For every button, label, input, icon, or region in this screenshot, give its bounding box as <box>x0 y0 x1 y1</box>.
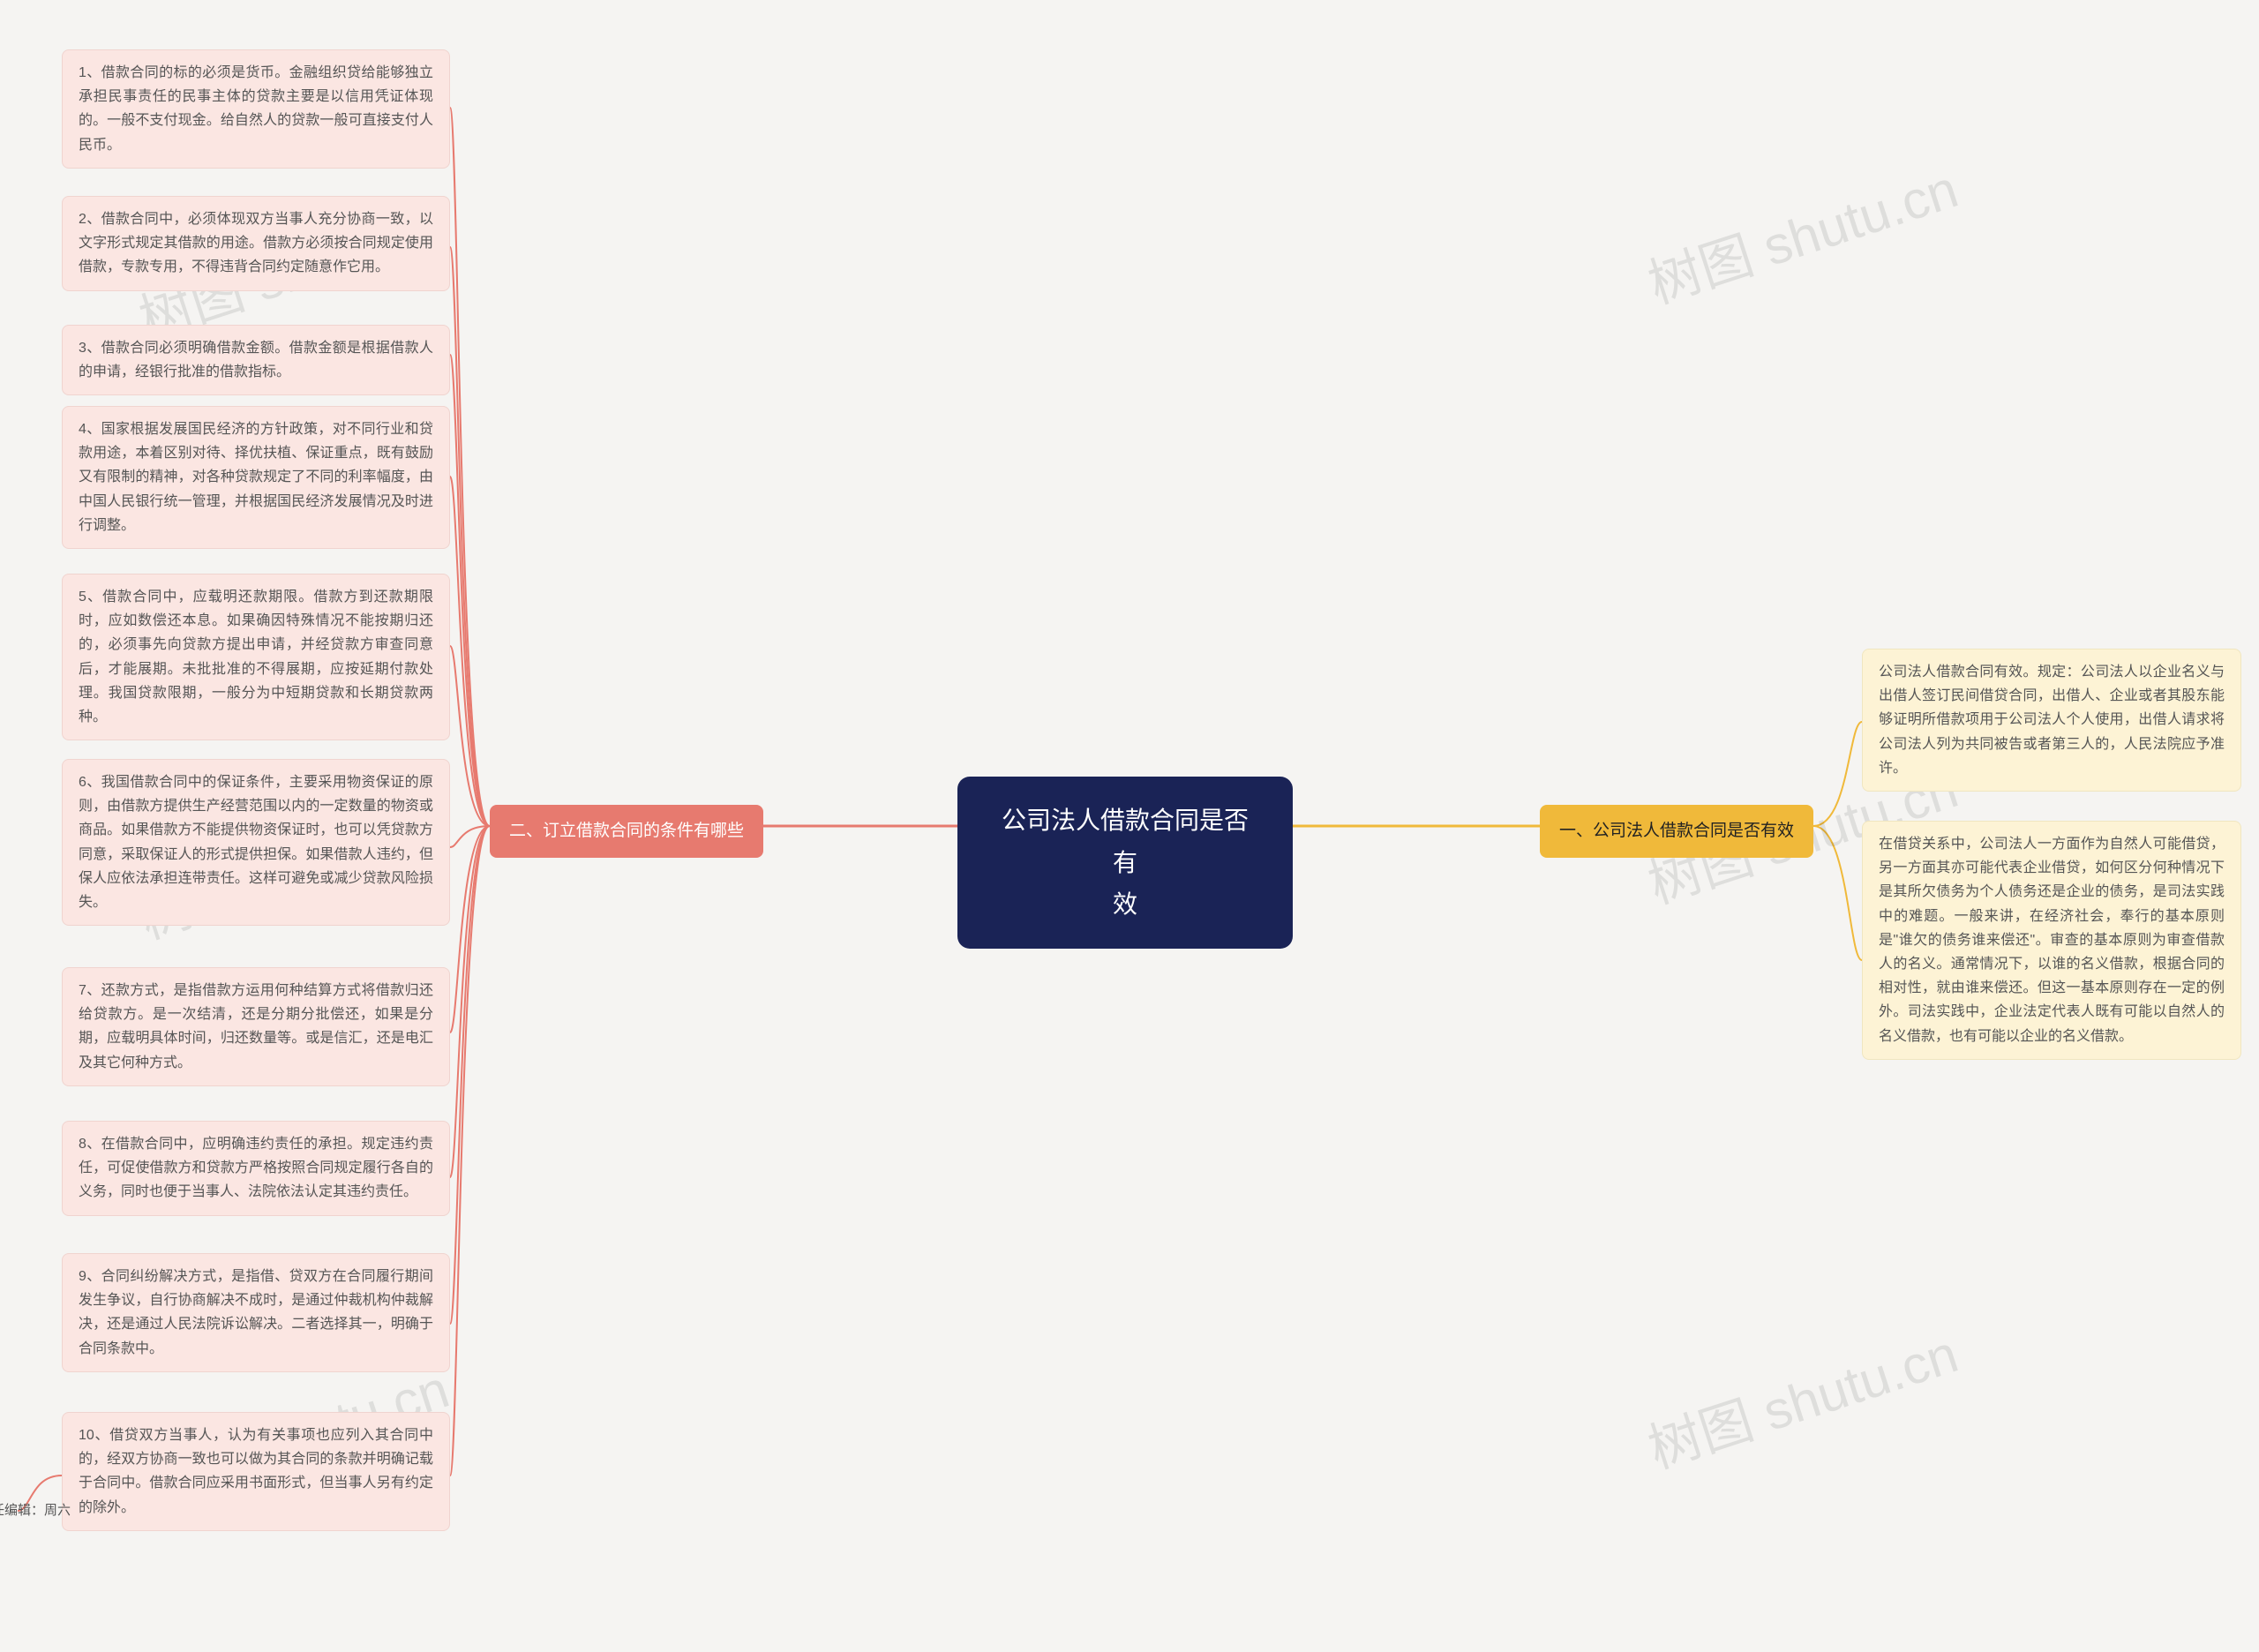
center-title-line2: 效 <box>993 883 1257 926</box>
left-leaf-5[interactable]: 5、借款合同中，应载明还款期限。借款方到还款期限时，应如数偿还本息。如果确因特殊… <box>62 574 450 740</box>
right-leaf-1[interactable]: 公司法人借款合同有效。规定：公司法人以企业名义与出借人签订民间借贷合同，出借人、… <box>1862 649 2241 792</box>
left-leaf-2[interactable]: 2、借款合同中，必须体现双方当事人充分协商一致，以文字形式规定其借款的用途。借款… <box>62 196 450 291</box>
editor-credit: 责任编辑：周六 <box>0 1500 71 1519</box>
left-leaf-4[interactable]: 4、国家根据发展国民经济的方针政策，对不同行业和贷款用途，本着区别对待、择优扶植… <box>62 406 450 549</box>
left-heading[interactable]: 二、订立借款合同的条件有哪些 <box>490 805 763 858</box>
center-title-line1: 公司法人借款合同是否有 <box>993 800 1257 883</box>
left-leaf-8[interactable]: 8、在借款合同中，应明确违约责任的承担。规定违约责任，可促使借款方和贷款方严格按… <box>62 1121 450 1216</box>
left-leaf-6[interactable]: 6、我国借款合同中的保证条件，主要采用物资保证的原则，由借款方提供生产经营范围以… <box>62 759 450 926</box>
center-topic[interactable]: 公司法人借款合同是否有 效 <box>957 777 1293 949</box>
left-leaf-3[interactable]: 3、借款合同必须明确借款金额。借款金额是根据借款人的申请，经银行批准的借款指标。 <box>62 325 450 395</box>
left-leaf-9[interactable]: 9、合同纠纷解决方式，是指借、贷双方在合同履行期间发生争议，自行协商解决不成时，… <box>62 1253 450 1372</box>
mindmap-canvas: 树图 shutu.cn 树图 shutu.cn 树图 shutu.cn 树图 s… <box>0 0 2259 1652</box>
right-leaf-2[interactable]: 在借贷关系中，公司法人一方面作为自然人可能借贷，另一方面其亦可能代表企业借贷，如… <box>1862 821 2241 1060</box>
watermark: 树图 shutu.cn <box>1637 1311 1966 1483</box>
left-leaf-10[interactable]: 10、借贷双方当事人，认为有关事项也应列入其合同中的，经双方协商一致也可以做为其… <box>62 1412 450 1531</box>
left-leaf-1[interactable]: 1、借款合同的标的必须是货币。金融组织贷给能够独立承担民事责任的民事主体的贷款主… <box>62 49 450 169</box>
watermark: 树图 shutu.cn <box>1637 146 1966 319</box>
left-leaf-7[interactable]: 7、还款方式，是指借款方运用何种结算方式将借款归还给贷款方。是一次结清，还是分期… <box>62 967 450 1086</box>
right-heading[interactable]: 一、公司法人借款合同是否有效 <box>1540 805 1813 858</box>
